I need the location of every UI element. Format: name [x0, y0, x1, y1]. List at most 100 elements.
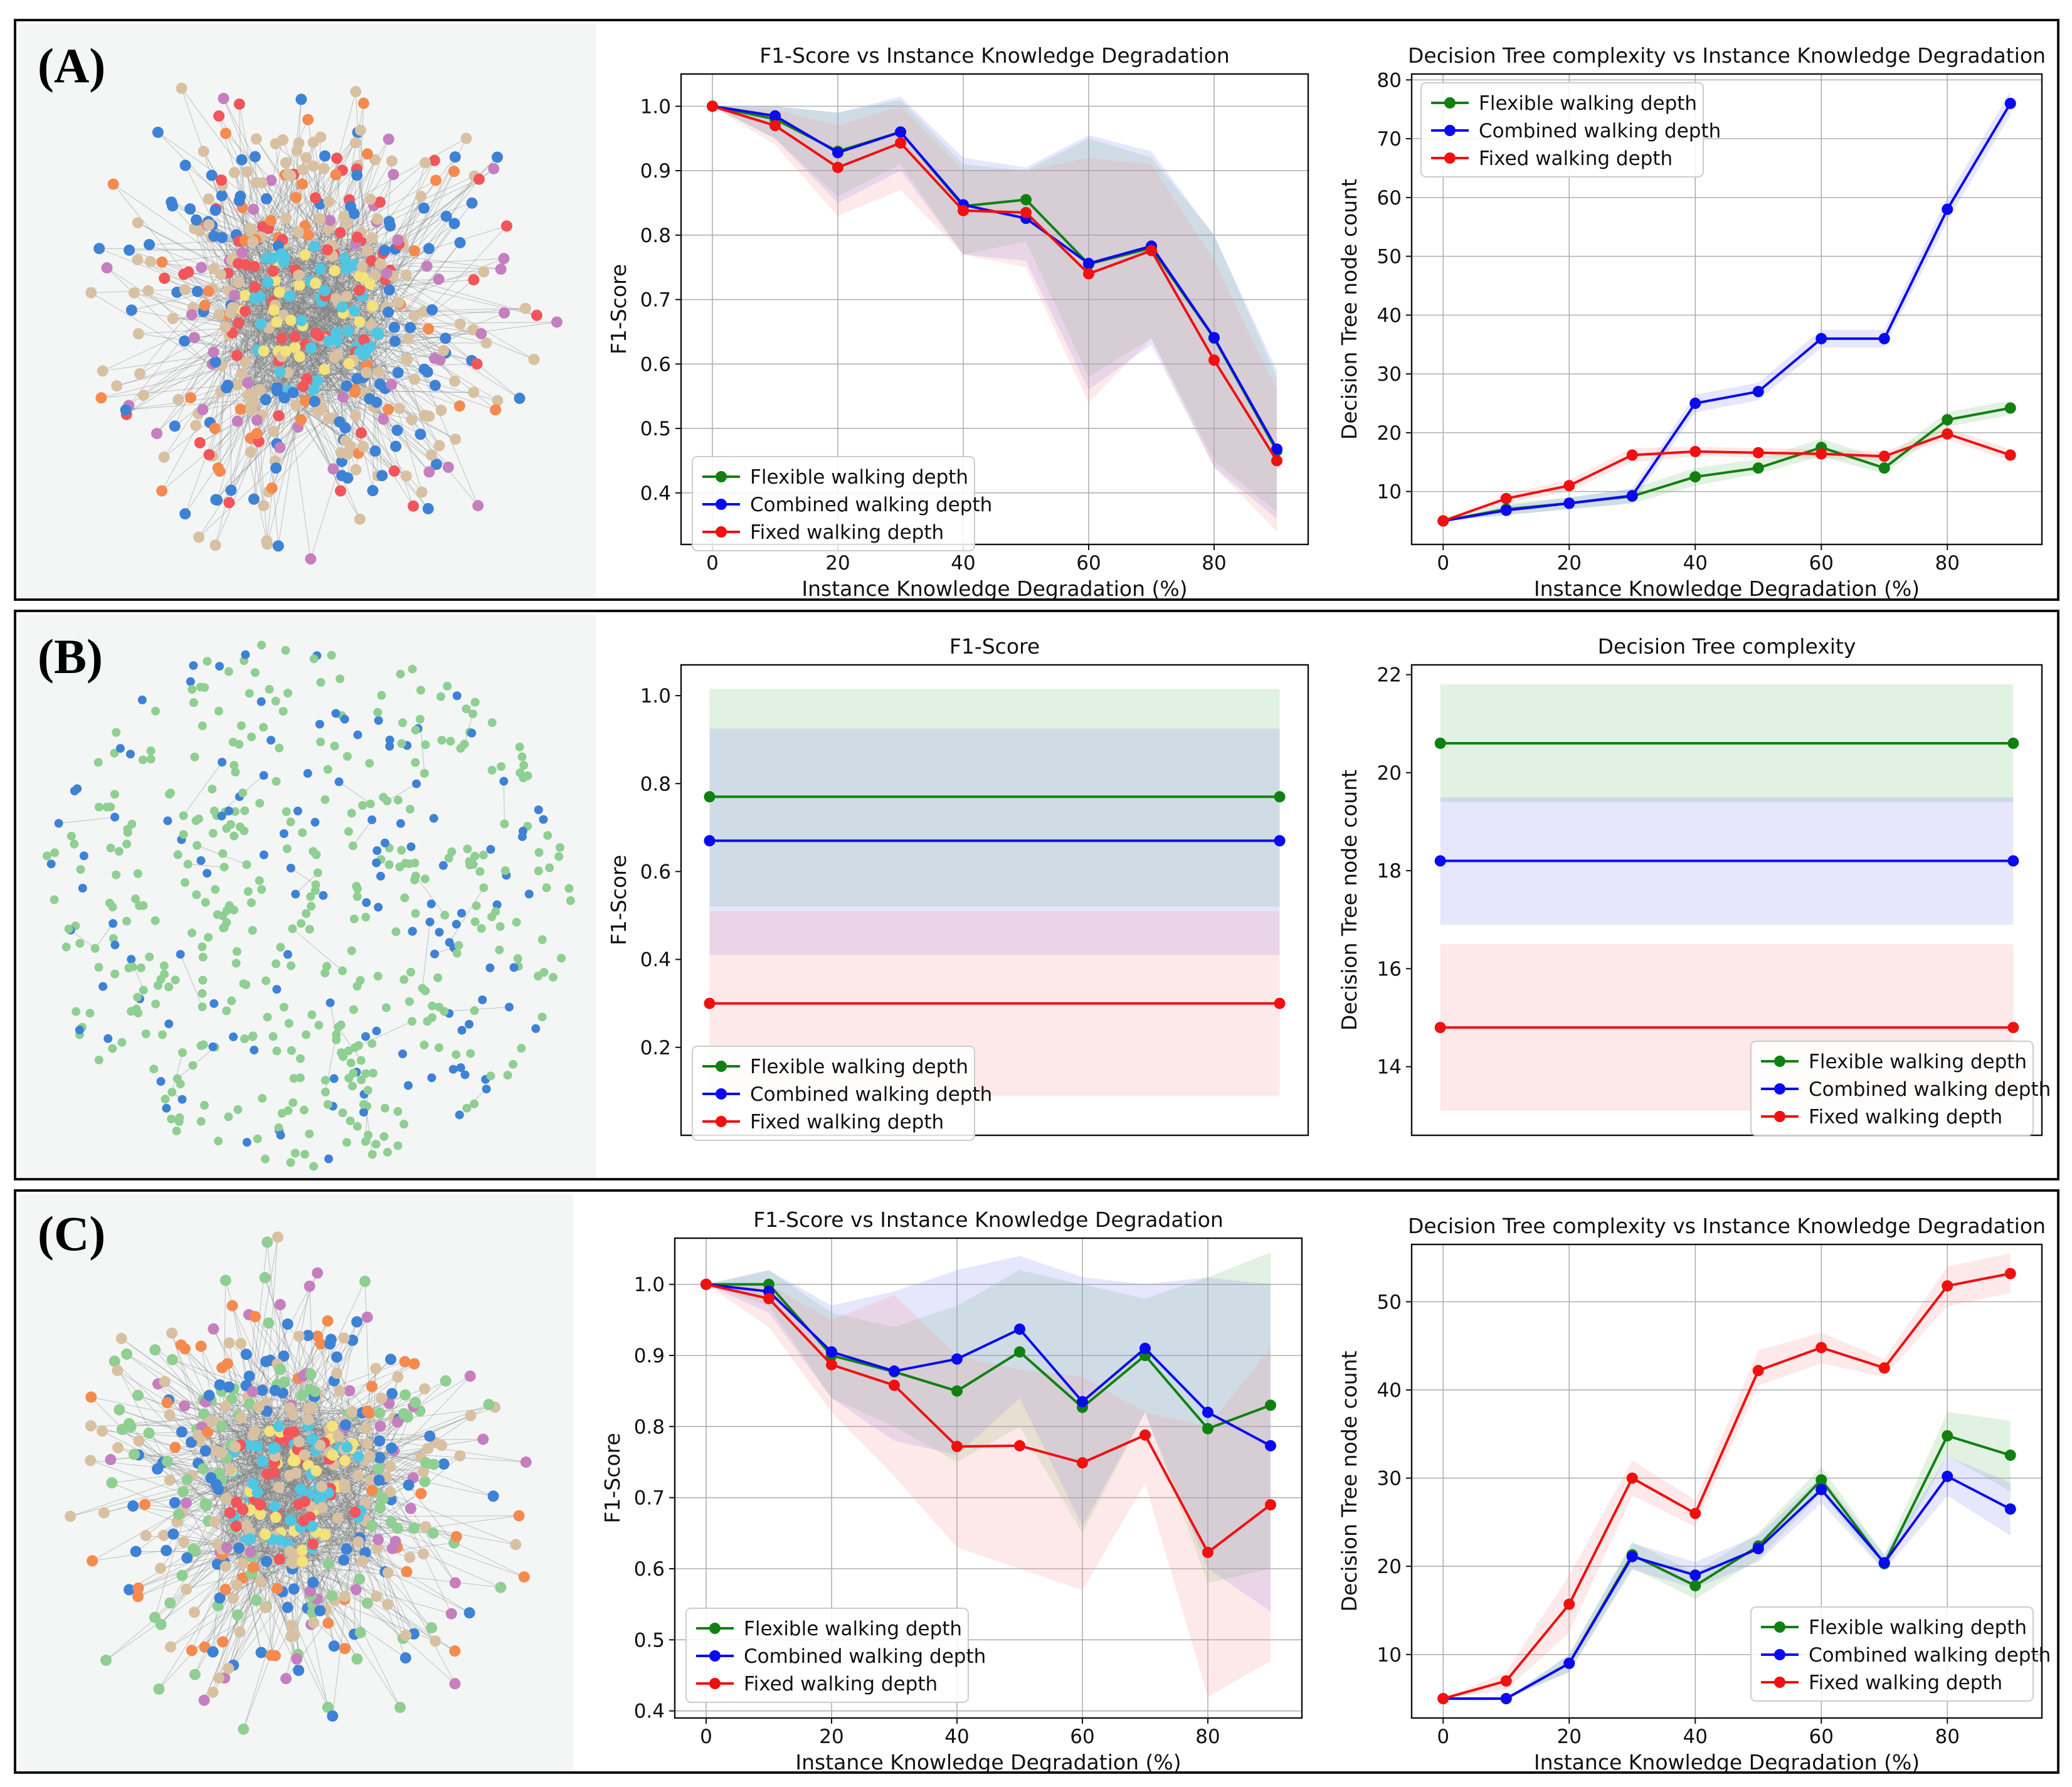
network-node [250, 1311, 262, 1323]
network-node [367, 485, 379, 497]
network-node [125, 750, 135, 759]
network-node [446, 736, 455, 746]
network-node [373, 972, 383, 981]
network-node [149, 1344, 161, 1356]
network-edge [304, 225, 391, 241]
data-point [1014, 1440, 1025, 1451]
network-node [445, 1608, 457, 1620]
network-node [371, 396, 383, 408]
network-node [334, 777, 344, 787]
network-node [245, 223, 256, 235]
network-node [400, 893, 410, 903]
network-edge [257, 1468, 337, 1493]
chart-title: F1-Score [949, 634, 1040, 659]
network-node [338, 253, 350, 265]
network-edge [214, 1340, 353, 1506]
network-edge [343, 1376, 471, 1510]
network-node [286, 817, 295, 827]
chart-title: F1-Score vs Instance Knowledge Degradati… [753, 1207, 1224, 1232]
data-point [1752, 386, 1764, 398]
axes-frame [1410, 73, 2043, 546]
network-edge [216, 208, 329, 272]
data-point [826, 1346, 837, 1358]
data-point [1626, 1551, 1638, 1562]
network-node [399, 1389, 411, 1401]
network-edge [266, 198, 337, 295]
network-node [149, 1611, 161, 1623]
network-node [419, 410, 431, 422]
network-edge [288, 246, 323, 302]
network-node [342, 448, 354, 460]
y-axis-label: F1-Score [606, 855, 631, 945]
network-node [287, 386, 299, 398]
network-node [302, 1414, 314, 1426]
network-node [223, 1662, 235, 1674]
y-tick-label: 0.8 [640, 225, 671, 247]
network-node [490, 404, 502, 416]
y-tick-label: 0.7 [634, 1487, 665, 1510]
network-node [175, 1339, 187, 1351]
network-node [198, 952, 208, 962]
network-node [263, 1425, 275, 1437]
network-node [161, 1455, 173, 1467]
network-node [445, 938, 454, 947]
network-edge [95, 923, 114, 949]
network-edge [316, 1517, 470, 1613]
network-node [327, 1449, 339, 1461]
network-node [452, 1050, 461, 1059]
network-edge [339, 782, 371, 804]
data-point [1563, 1657, 1575, 1669]
network-node [233, 258, 245, 270]
network-node [354, 1573, 366, 1585]
network-node [316, 1502, 328, 1514]
network-node [468, 709, 478, 719]
network-edge [341, 1363, 415, 1414]
network-node [338, 1554, 350, 1566]
network-node [408, 926, 417, 936]
network-edge [380, 351, 423, 492]
network-node [336, 674, 345, 684]
network-node [373, 708, 383, 717]
network-node [276, 332, 288, 344]
network-node [285, 314, 297, 326]
network-node [130, 1546, 142, 1557]
network-node [292, 226, 304, 238]
network-node [316, 1480, 328, 1492]
network-node [144, 256, 156, 268]
network-edge [254, 1465, 391, 1482]
network-node [393, 1106, 403, 1116]
network-node [443, 681, 452, 691]
network-edge [239, 1442, 435, 1544]
network-edge [301, 1363, 415, 1411]
network-node [361, 1069, 371, 1078]
network-edge [240, 1539, 386, 1572]
network-node [106, 843, 115, 852]
network-node [428, 1001, 437, 1010]
network-node [468, 386, 480, 398]
network-node [219, 1400, 231, 1412]
network-node [237, 1558, 249, 1570]
data-point [2007, 855, 2019, 867]
network-node [108, 1044, 117, 1053]
data-point [1083, 258, 1094, 270]
network-node [486, 1071, 495, 1081]
series-line [706, 1283, 1271, 1431]
network-node [203, 657, 212, 666]
network-edge [229, 236, 231, 490]
network-node [347, 809, 356, 818]
data-point [1437, 1693, 1449, 1705]
legend-entry: Flexible walking depth [744, 1618, 962, 1640]
network-edge [138, 333, 320, 360]
network-node [564, 884, 574, 893]
data-point [1208, 354, 1220, 366]
network-node [420, 768, 429, 778]
network-node [188, 1061, 198, 1070]
network-node [373, 846, 382, 856]
network-node [290, 191, 302, 203]
legend-entry: Flexible walking depth [1479, 92, 1697, 115]
network-edge [221, 195, 240, 369]
data-point [2004, 97, 2016, 109]
network-edge [305, 1414, 339, 1519]
network-node [249, 1425, 261, 1437]
network-node [404, 1502, 416, 1514]
